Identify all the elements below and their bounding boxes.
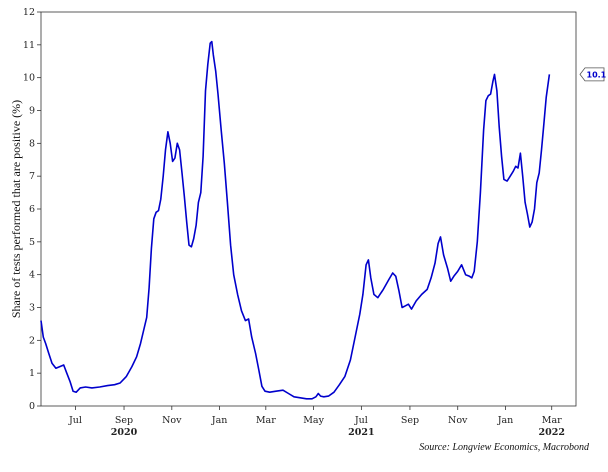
y-tick-label: 3	[29, 303, 35, 314]
year-label: 2021	[348, 427, 374, 438]
y-tick-label: 6	[29, 204, 35, 215]
y-tick-label: 4	[29, 270, 35, 281]
x-tick-label: Jan	[497, 415, 514, 426]
x-axis: Jul Sep Nov Jan Mar May Jul Sep Nov Jan Mar	[68, 406, 562, 426]
x-tick-label: Jul	[68, 415, 82, 426]
y-tick-label: 11	[23, 40, 35, 51]
x-tick-label: Nov	[162, 415, 182, 426]
y-tick-label: 9	[29, 106, 35, 117]
y-tick-label: 5	[29, 237, 35, 248]
plot-area	[40, 11, 577, 407]
x-tick-label: Sep	[401, 415, 419, 426]
y-tick-label: 0	[29, 401, 35, 412]
x-tick-label: Mar	[542, 415, 562, 426]
y-tick-label: 2	[29, 335, 35, 346]
x-tick-label: Nov	[448, 415, 468, 426]
callout-value: 10.1	[587, 70, 607, 79]
x-tick-label: Mar	[256, 415, 276, 426]
series-line	[40, 40, 551, 400]
x-tick-label: Jul	[354, 415, 368, 426]
source-note: Source: Longview Economics, Macrobond	[419, 442, 590, 453]
year-labels: 2020 2021 2022	[111, 427, 565, 438]
y-tick-label: 10	[23, 73, 35, 84]
callout-box	[579, 67, 605, 82]
x-tick-label: Sep	[115, 415, 133, 426]
year-label: 2020	[111, 427, 138, 438]
y-tick-label: 1	[29, 368, 35, 379]
x-tick-label: May	[303, 415, 324, 426]
y-axis-label: Share of tests performed that are positi…	[9, 100, 23, 318]
year-label: 2022	[538, 427, 564, 438]
y-tick-label: 7	[29, 171, 35, 182]
x-tick-label: Jan	[211, 415, 228, 426]
y-tick-label: 8	[29, 138, 35, 149]
last-value-callout: 10.1	[579, 67, 607, 82]
y-tick-label: 12	[23, 7, 35, 18]
